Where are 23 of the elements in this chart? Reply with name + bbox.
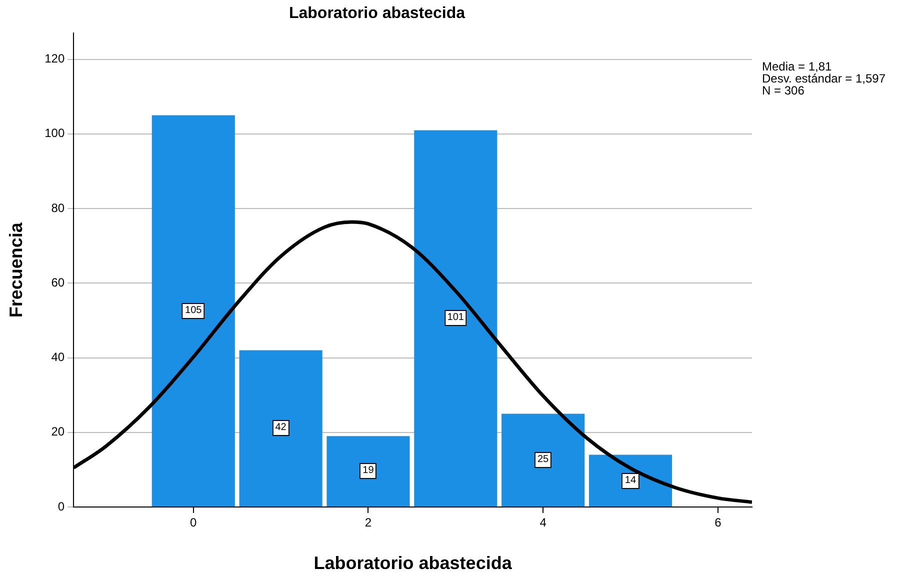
y-tick-label: 100 bbox=[44, 126, 65, 140]
data-label: 14 bbox=[622, 472, 640, 489]
data-label: 42 bbox=[272, 420, 290, 436]
x-tick-label: 0 bbox=[190, 516, 198, 530]
text: N = 306 bbox=[762, 84, 805, 98]
text: Media = 1,81 bbox=[762, 60, 832, 74]
data-label: 101 bbox=[444, 310, 467, 326]
y-tick-label: 0 bbox=[58, 499, 65, 514]
y-tick-label: 20 bbox=[51, 424, 65, 439]
data-label: 105 bbox=[182, 302, 205, 319]
data-label: 19 bbox=[360, 463, 377, 480]
y-tick-label: 80 bbox=[51, 200, 65, 215]
text: Desv. estándar = 1,597 bbox=[762, 72, 886, 86]
x-tick-label: 2 bbox=[364, 516, 372, 530]
y-tick-label: 120 bbox=[44, 52, 65, 66]
x-tick-label: 6 bbox=[714, 516, 722, 530]
chart-title: Laboratorio abastecida bbox=[288, 5, 466, 22]
y-tick-label: 60 bbox=[51, 275, 65, 290]
data-label: 25 bbox=[534, 452, 552, 468]
x-axis-title: Laboratorio abastecida bbox=[314, 553, 513, 574]
x-tick-label: 4 bbox=[540, 516, 547, 530]
y-axis-title: Frecuencia bbox=[6, 222, 26, 318]
y-tick-label: 40 bbox=[51, 350, 65, 364]
